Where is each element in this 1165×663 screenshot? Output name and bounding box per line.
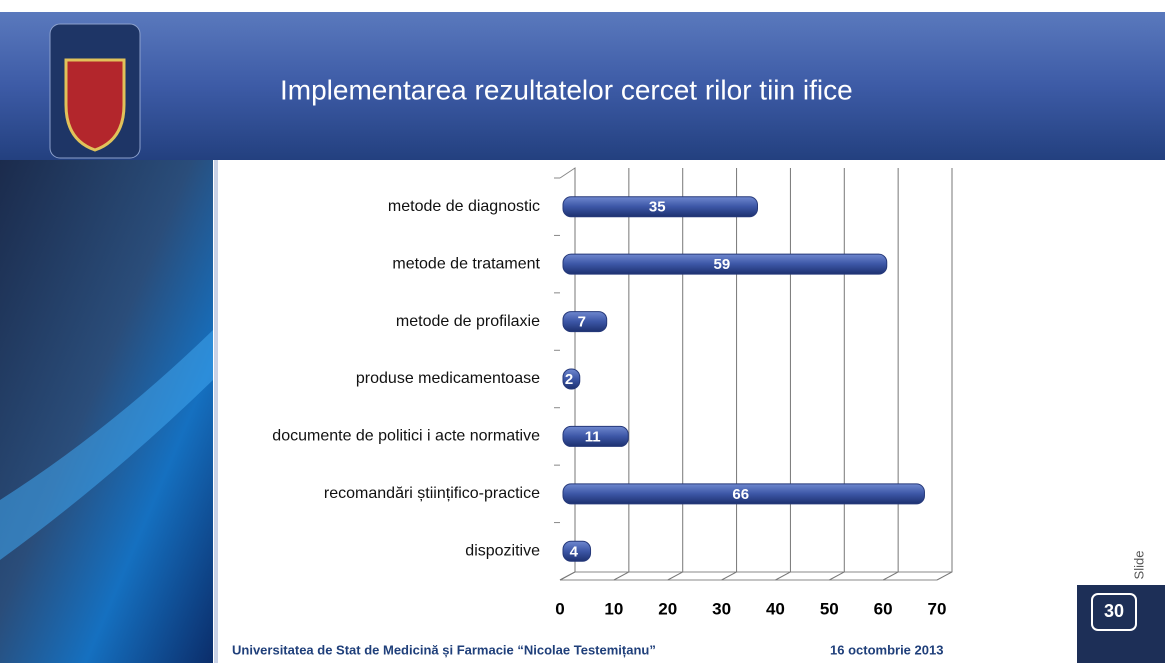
x-tick-label: 0 (555, 599, 564, 618)
y-tick-label: metode de diagnostic (388, 198, 540, 215)
slide-number-panel (1077, 585, 1165, 663)
x-tick-label: 70 (928, 599, 947, 618)
bar (562, 368, 581, 390)
value-label: 11 (585, 428, 601, 445)
footer-date: 16 octombrie 2013 (830, 642, 943, 657)
value-label: 35 (649, 199, 666, 216)
bar (562, 425, 629, 447)
x-tick-label: 30 (712, 599, 731, 618)
grid-line (613, 168, 630, 581)
side-image (0, 160, 213, 663)
bar (562, 253, 888, 275)
grid-line (667, 168, 684, 581)
slide-title: Implementarea rezultatelor cercet rilor … (280, 74, 853, 105)
grid-line (936, 168, 953, 581)
grid-line (829, 168, 845, 581)
chart-floor (560, 571, 952, 581)
grid-line (721, 168, 738, 581)
header-band (0, 12, 1165, 160)
bar (562, 540, 592, 562)
logo-shield (64, 58, 126, 152)
bar (562, 483, 925, 505)
value-label: 4 (570, 543, 579, 560)
bar (562, 311, 608, 333)
grid-line (559, 168, 576, 581)
grid-line (882, 168, 899, 581)
side-swoosh (0, 330, 213, 560)
slide-number: 30 (1104, 601, 1124, 621)
y-tick-label: metode de tratament (392, 255, 540, 272)
bar (562, 196, 758, 218)
grid-line (775, 168, 791, 581)
x-tick-label: 60 (874, 599, 893, 618)
value-label: 2 (565, 371, 573, 388)
x-tick-label: 10 (604, 599, 623, 618)
slide-number-box (1091, 593, 1137, 631)
value-label: 66 (732, 486, 749, 503)
footer-institution: Universitatea de Stat de Medicină și Far… (232, 642, 656, 657)
y-tick-label: recomandări științifico-practice (324, 485, 540, 502)
value-label: 59 (714, 256, 731, 273)
x-tick-label: 50 (820, 599, 839, 618)
slide-label: Slide (1131, 551, 1146, 580)
y-tick-label: documente de politici i acte normative (272, 428, 540, 445)
x-tick-label: 40 (766, 599, 785, 618)
value-label: 7 (578, 314, 586, 331)
y-tick-label: metode de profilaxie (396, 313, 540, 330)
x-tick-label: 20 (658, 599, 677, 618)
y-tick-label: dispozitive (465, 543, 540, 560)
y-tick-label: produse medicamentoase (356, 370, 540, 387)
